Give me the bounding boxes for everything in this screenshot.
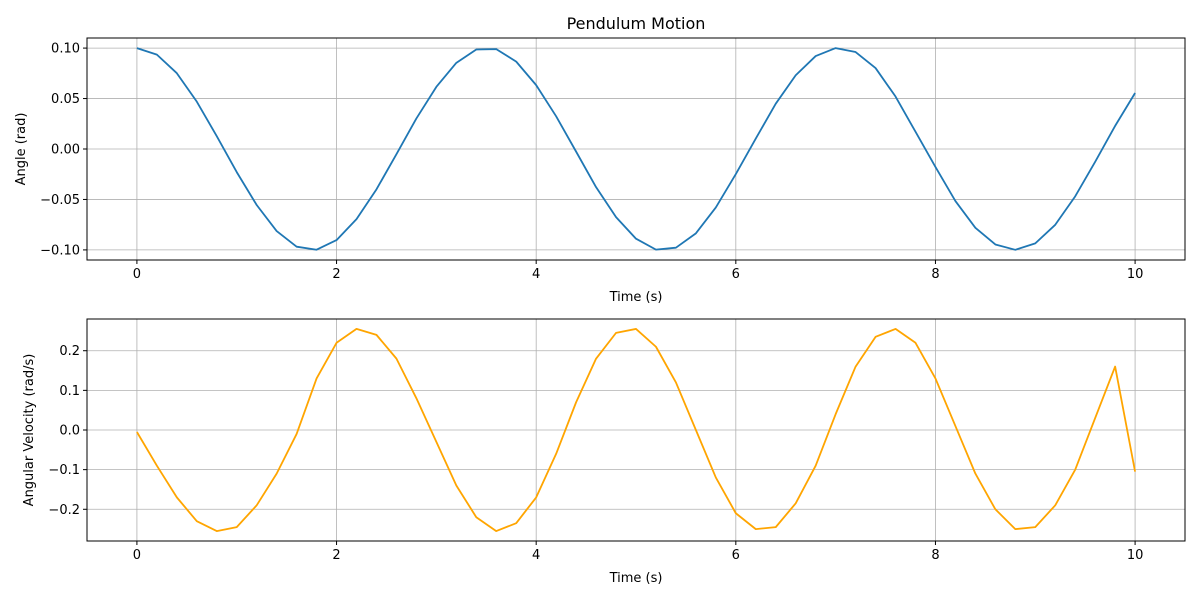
y-tick-label: 0.00 — [51, 143, 80, 158]
series-line — [136, 328, 1136, 532]
y-tick-label: 0.1 — [59, 384, 80, 399]
x-tick-label: 0 — [133, 548, 141, 563]
x-tick-label: 4 — [532, 548, 540, 563]
y-tick-label: 0.10 — [51, 42, 80, 57]
y-tick-label: −0.05 — [40, 193, 80, 208]
y-tick-label: −0.1 — [48, 463, 80, 478]
x-tick-label: 0 — [133, 267, 141, 282]
x-tick-label: 4 — [532, 267, 540, 282]
series-line — [136, 47, 1136, 251]
y-tick-label: 0.0 — [59, 424, 80, 439]
y-tick-label: −0.2 — [48, 503, 80, 518]
x-axis-label-top: Time (s) — [609, 290, 663, 305]
y-tick-label: −0.10 — [40, 243, 80, 258]
y-tick-label: 0.05 — [51, 92, 80, 107]
chart-title: Pendulum Motion — [567, 14, 706, 33]
x-tick-label: 6 — [732, 267, 740, 282]
y-tick-label: 0.2 — [59, 344, 80, 359]
x-axis-label-bottom: Time (s) — [609, 571, 663, 586]
x-tick-label: 10 — [1127, 267, 1144, 282]
x-tick-label: 2 — [332, 267, 340, 282]
x-tick-label: 10 — [1127, 548, 1144, 563]
y-axis-label-top: Angle (rad) — [14, 113, 29, 186]
angular-velocity-subplot: 0 2 4 6 8 10 −0.2 −0.1 0.0 0.1 0.2 — [48, 318, 1186, 563]
angle-subplot: 0 2 4 6 8 10 −0.10 −0.05 0.00 0.05 0.10 — [40, 37, 1186, 282]
x-tick-label: 8 — [931, 267, 939, 282]
x-tick-label: 8 — [931, 548, 939, 563]
x-tick-label: 6 — [732, 548, 740, 563]
y-axis-label-bottom: Angular Velocity (rad/s) — [22, 354, 37, 507]
x-tick-label: 2 — [332, 548, 340, 563]
